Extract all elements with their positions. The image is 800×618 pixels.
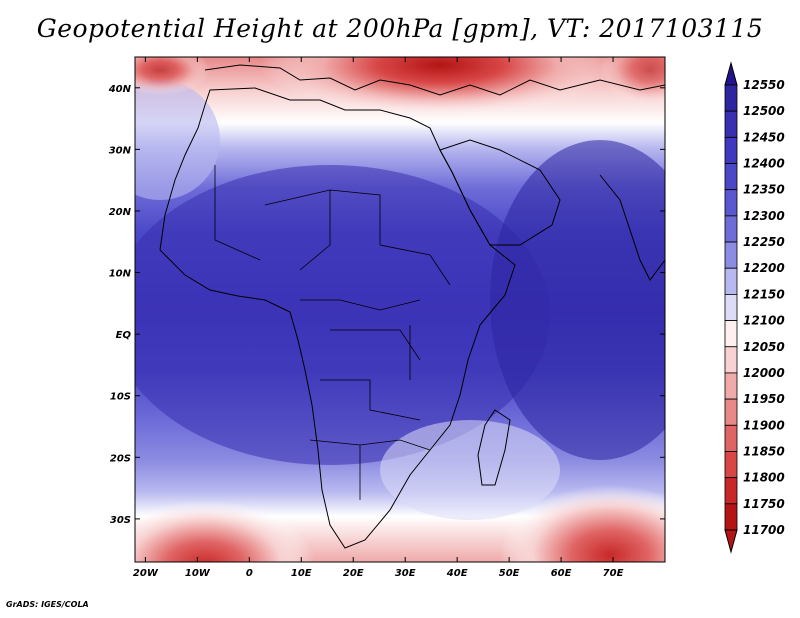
- lat-tick-label: 20N: [109, 207, 132, 218]
- colorbar-swatch: [724, 398, 738, 426]
- colorbar-swatch: [724, 241, 738, 269]
- colorbar-swatch: [724, 163, 738, 191]
- africa-outline: [159, 87, 516, 549]
- colorbar-label: 12150: [743, 287, 785, 301]
- country-borders: [214, 165, 451, 500]
- lat-tick-label: 10N: [109, 269, 132, 280]
- lon-tick-label: 10E: [291, 568, 312, 579]
- colorbar-label: 12300: [743, 209, 785, 223]
- colorbar-label: 11850: [743, 444, 785, 458]
- colorbar-label: 12100: [743, 314, 785, 328]
- colorbar-label: 12250: [743, 235, 785, 249]
- colorbar-swatch: [724, 320, 738, 348]
- lon-tick-label: 20W: [133, 568, 159, 579]
- lat-tick-label: 10S: [110, 392, 131, 403]
- longitude-axis: 20W 10W 0 10E 20E 30E 40E 50E 60E 70E: [133, 57, 624, 579]
- madagascar-outline: [477, 409, 511, 486]
- lat-tick-label: EQ: [116, 330, 132, 341]
- colorbar-label: 12200: [743, 261, 785, 275]
- colorbar-swatch: [724, 503, 738, 531]
- colorbar-label: 11750: [743, 497, 785, 511]
- colorbar-swatch: [724, 477, 738, 505]
- colorbar-min-arrow: [724, 529, 738, 554]
- europe-coast: [204, 64, 665, 96]
- plot-frame: [134, 56, 666, 563]
- colorbar-label: 12450: [743, 130, 785, 144]
- arabia-outline: [439, 139, 561, 246]
- india-outline: [599, 174, 665, 281]
- colorbar-max-arrow: [724, 61, 738, 86]
- colorbar-label: 12400: [743, 157, 785, 171]
- latitude-axis: 40N 30N 20N 10N EQ 10S 20S 30S: [108, 84, 665, 526]
- map-title: Geopotential Height at 200hPa [gpm], VT:…: [36, 14, 764, 43]
- colorbar-label: 12350: [743, 183, 785, 197]
- colorbar-swatch: [724, 189, 738, 217]
- lat-tick-label: 40N: [108, 84, 132, 95]
- colorbar-swatch: [724, 110, 738, 138]
- lat-tick-label: 20S: [110, 453, 131, 464]
- lon-tick-label: 70E: [603, 568, 624, 579]
- colorbar-swatch: [724, 372, 738, 400]
- colorbar-label: 12000: [743, 366, 785, 380]
- lon-tick-label: 30E: [395, 568, 416, 579]
- lon-tick-label: 20E: [343, 568, 364, 579]
- colorbar-label: 11900: [743, 418, 785, 432]
- colorbar: 12550 12500 12450 12400 12350 12300 12250 12200…: [724, 61, 785, 554]
- colorbar-label: 11700: [743, 523, 785, 537]
- lon-tick-label: 60E: [551, 568, 572, 579]
- colorbar-swatch: [724, 424, 738, 452]
- colorbar-swatch: [724, 346, 738, 374]
- colorbar-label: 12550: [743, 78, 785, 92]
- colorbar-label: 12050: [743, 340, 785, 354]
- colorbar-swatch: [724, 215, 738, 243]
- colorbar-label: 11800: [743, 471, 785, 485]
- colorbar-swatch: [724, 84, 738, 112]
- grads-credit: GrADS: IGES/COLA: [6, 600, 89, 609]
- colorbar-swatch: [724, 451, 738, 479]
- lon-tick-label: 0: [246, 568, 253, 579]
- colorbar-label: 11950: [743, 392, 785, 406]
- colorbar-swatch: [724, 267, 738, 295]
- lat-tick-label: 30N: [109, 145, 132, 156]
- lon-tick-label: 40E: [446, 568, 468, 579]
- colorbar-swatch: [724, 136, 738, 164]
- coastlines: [159, 64, 665, 549]
- colorbar-label: 12500: [743, 104, 785, 118]
- height-field: [135, 57, 665, 562]
- lat-tick-label: 30S: [110, 515, 131, 526]
- lon-tick-label: 10W: [185, 568, 211, 579]
- lon-tick-label: 50E: [499, 568, 520, 579]
- colorbar-swatch: [724, 294, 738, 321]
